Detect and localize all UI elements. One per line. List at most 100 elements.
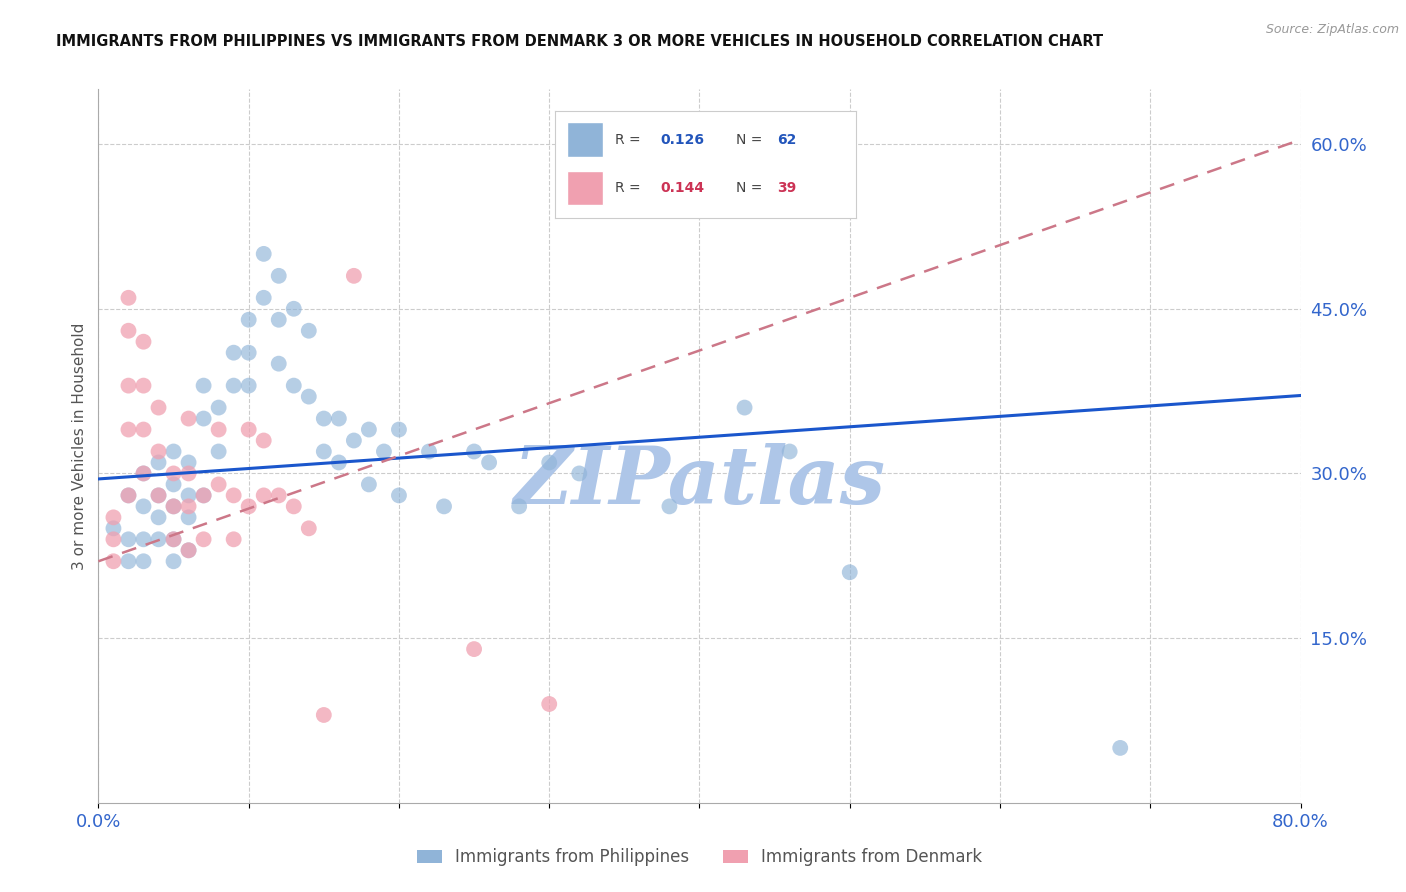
Text: Source: ZipAtlas.com: Source: ZipAtlas.com: [1265, 22, 1399, 36]
Point: [117, 554, 139, 568]
Y-axis label: 3 or more Vehicles in Household: 3 or more Vehicles in Household: [72, 322, 87, 570]
Point: [283, 378, 305, 392]
Point: [132, 334, 155, 349]
Point: [238, 423, 260, 437]
Point: [177, 467, 200, 481]
Point: [103, 533, 125, 547]
Point: [117, 488, 139, 502]
Point: [177, 543, 200, 558]
Point: [508, 500, 530, 514]
Point: [343, 268, 366, 283]
Point: [117, 423, 139, 437]
Point: [357, 477, 380, 491]
Point: [538, 455, 561, 469]
Point: [117, 291, 139, 305]
Point: [162, 444, 184, 458]
Point: [177, 510, 200, 524]
Point: [208, 444, 231, 458]
Point: [357, 423, 380, 437]
Point: [162, 533, 184, 547]
Point: [538, 697, 561, 711]
Point: [222, 488, 245, 502]
Point: [734, 401, 756, 415]
Point: [103, 521, 125, 535]
Point: [328, 411, 350, 425]
Point: [267, 488, 290, 502]
Legend: Immigrants from Philippines, Immigrants from Denmark: Immigrants from Philippines, Immigrants …: [411, 842, 988, 873]
Point: [312, 708, 335, 723]
Point: [132, 554, 155, 568]
Point: [193, 533, 215, 547]
Point: [132, 378, 155, 392]
Point: [779, 444, 801, 458]
Point: [463, 642, 485, 657]
Point: [222, 345, 245, 359]
Point: [312, 411, 335, 425]
Point: [148, 455, 170, 469]
Point: [162, 554, 184, 568]
Point: [193, 488, 215, 502]
Point: [298, 521, 321, 535]
Point: [433, 500, 456, 514]
Point: [238, 500, 260, 514]
Point: [418, 444, 440, 458]
Point: [193, 411, 215, 425]
Text: IMMIGRANTS FROM PHILIPPINES VS IMMIGRANTS FROM DENMARK 3 OR MORE VEHICLES IN HOU: IMMIGRANTS FROM PHILIPPINES VS IMMIGRANT…: [56, 34, 1104, 49]
Point: [283, 500, 305, 514]
Point: [253, 434, 276, 448]
Point: [162, 477, 184, 491]
Point: [177, 488, 200, 502]
Point: [838, 566, 860, 580]
Point: [253, 488, 276, 502]
Point: [267, 268, 290, 283]
Point: [148, 510, 170, 524]
Point: [253, 247, 276, 261]
Point: [343, 434, 366, 448]
Point: [568, 467, 591, 481]
Point: [177, 543, 200, 558]
Point: [162, 500, 184, 514]
Point: [658, 500, 681, 514]
Point: [388, 423, 411, 437]
Point: [238, 378, 260, 392]
Point: [148, 488, 170, 502]
Point: [298, 324, 321, 338]
Point: [117, 324, 139, 338]
Point: [328, 455, 350, 469]
Point: [103, 510, 125, 524]
Point: [148, 488, 170, 502]
Point: [267, 312, 290, 326]
Point: [208, 401, 231, 415]
Point: [132, 467, 155, 481]
Point: [238, 345, 260, 359]
Point: [162, 467, 184, 481]
Point: [222, 378, 245, 392]
Point: [208, 477, 231, 491]
Point: [267, 357, 290, 371]
Point: [148, 444, 170, 458]
Point: [132, 467, 155, 481]
Point: [148, 533, 170, 547]
Point: [132, 500, 155, 514]
Point: [373, 444, 395, 458]
Point: [1109, 740, 1132, 755]
Point: [253, 291, 276, 305]
Point: [463, 444, 485, 458]
Text: ZIPatlas: ZIPatlas: [513, 443, 886, 520]
Point: [117, 378, 139, 392]
Point: [238, 312, 260, 326]
Point: [478, 455, 501, 469]
Point: [117, 488, 139, 502]
Point: [283, 301, 305, 316]
Point: [312, 444, 335, 458]
Point: [208, 423, 231, 437]
Point: [132, 423, 155, 437]
Point: [177, 455, 200, 469]
Point: [193, 488, 215, 502]
Point: [148, 401, 170, 415]
Point: [177, 411, 200, 425]
Point: [103, 554, 125, 568]
Point: [298, 390, 321, 404]
Point: [162, 500, 184, 514]
Point: [117, 533, 139, 547]
